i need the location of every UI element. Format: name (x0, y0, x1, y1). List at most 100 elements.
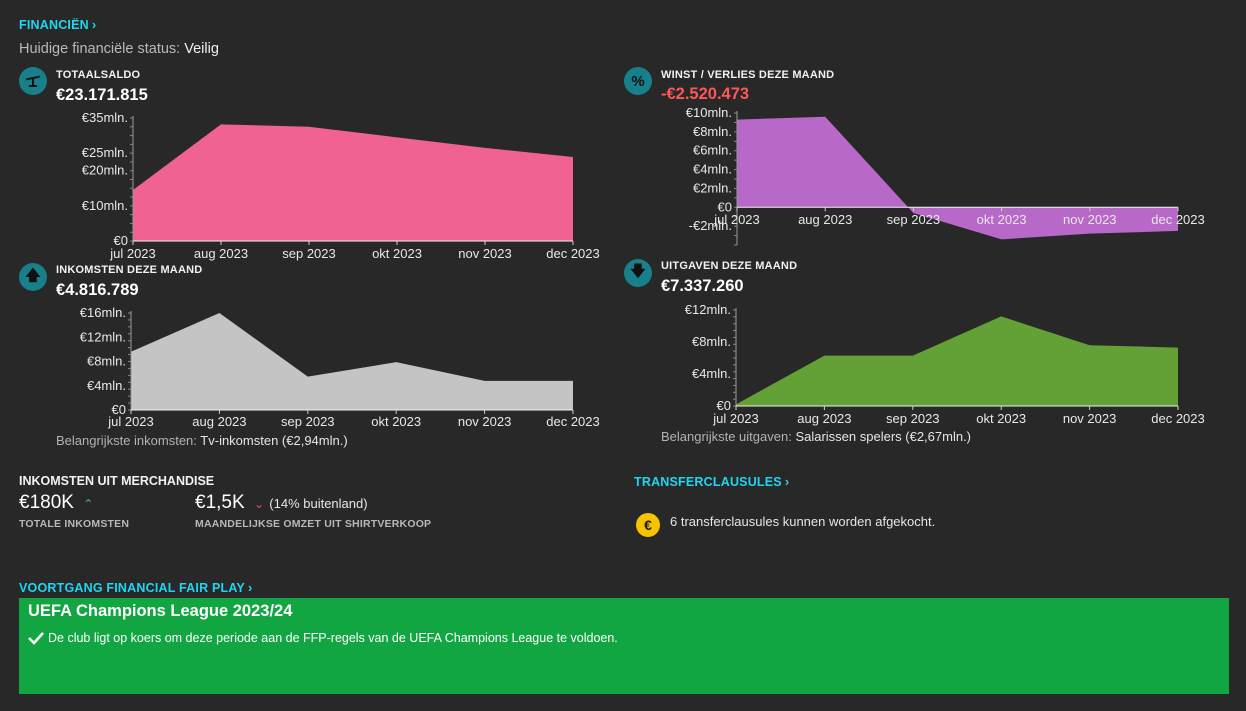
income-caption-value: Tv-inkomsten (€2,94mln.) (200, 433, 348, 448)
balance-x-tick-label: sep 2023 (282, 246, 336, 261)
expenses-y-tick-label: €8mln. (692, 334, 731, 349)
merch-monthly-number: €1,5K (195, 492, 245, 513)
income-x-tick-label: dec 2023 (546, 414, 600, 429)
profit-y-tick-label: €2mln. (693, 180, 732, 195)
profit-x-tick-label: okt 2023 (977, 212, 1027, 227)
profit-y-tick-label: €8mln. (693, 124, 732, 139)
income-x-tick-label: aug 2023 (192, 414, 246, 429)
expenses-y-tick-label: €12mln. (685, 302, 731, 317)
transfer-clauses-text: 6 transferclausules kunnen worden afgeko… (670, 514, 936, 529)
profit-title: WINST / VERLIES DEZE MAAND (661, 69, 835, 81)
income-y-tick-label: €16mln. (80, 305, 126, 320)
merch-total-number: €180K (19, 492, 74, 513)
merch-total-value: €180K ⌃ (19, 492, 93, 514)
expenses-area (736, 316, 1178, 406)
expenses-chart: €0 €4mln. €8mln. €12mln. jul 2023 aug 2023 sep… (685, 302, 1205, 426)
merch-total-label: TOTALE INKOMSTEN (19, 518, 130, 530)
profit-chart: -€2mln. €0 €2mln. €4mln. €6mln. €8mln. €10mln.… (686, 105, 1205, 246)
balance-x-tick-label: dec 2023 (546, 246, 600, 261)
expenses-value: €7.337.260 (661, 277, 744, 295)
income-y-tick-label: €12mln. (80, 329, 126, 344)
expenses-caption-label: Belangrijkste uitgaven: (661, 429, 792, 444)
chevron-right-icon: › (247, 580, 253, 595)
finances-link[interactable]: FINANCIËN › (19, 17, 96, 32)
transfer-clauses-title: TRANSFERCLAUSULES (634, 474, 782, 489)
income-chart: €0 €4mln. €8mln. €12mln. €16mln. jul 2023 aug … (80, 305, 600, 429)
profit-area (737, 116, 1178, 240)
profit-x-tick-label: jul 2023 (713, 212, 760, 227)
check-icon (28, 632, 44, 645)
finances-title: FINANCIËN (19, 17, 89, 32)
expenses-x-tick-label: okt 2023 (976, 411, 1026, 426)
balance-y-tick-label: €35mln. (82, 110, 128, 125)
trend-down-icon: ⌄ (253, 497, 264, 511)
merch-title: INKOMSTEN UIT MERCHANDISE (19, 474, 215, 488)
balance-y-tick-label: €10mln. (82, 198, 128, 213)
balance-title: TOTAALSALDO (56, 69, 141, 81)
profit-x-tick-label: dec 2023 (1151, 212, 1205, 227)
balance-value: €23.171.815 (56, 86, 148, 104)
ffp-title: VOORTGANG FINANCIAL FAIR PLAY (19, 580, 245, 595)
income-y-tick-label: €4mln. (87, 378, 126, 393)
expenses-y-tick-label: €4mln. (692, 366, 731, 381)
euro-coin-icon: € (636, 513, 660, 537)
expenses-caption: Belangrijkste uitgaven: Salarissen spele… (661, 429, 971, 444)
income-x-tick-label: nov 2023 (458, 414, 512, 429)
merch-monthly-value: €1,5K ⌄ (14% buitenland) (195, 492, 368, 514)
expenses-x-tick-label: jul 2023 (712, 411, 759, 426)
profit-y-tick-label: €6mln. (693, 143, 732, 158)
profit-y-tick-label: €0 (718, 199, 732, 214)
profit-value: -€2.520.473 (661, 85, 750, 103)
profit-x-tick-label: nov 2023 (1063, 212, 1117, 227)
merch-monthly-pct: (14% buitenland) (269, 496, 368, 511)
chevron-right-icon: › (784, 474, 790, 489)
income-caption: Belangrijkste inkomsten: Tv-inkomsten (€… (56, 433, 348, 448)
balance-y-tick-label: €25mln. (82, 145, 128, 160)
balance-x-tick-label: nov 2023 (458, 246, 512, 261)
balance-chart: €0 €10mln. €20mln. €25mln. €35mln. jul 2023 au… (82, 110, 600, 261)
profit-y-tick-label: -€2mln. (689, 218, 732, 233)
balance-x-tick-label: jul 2023 (109, 246, 156, 261)
expenses-x-tick-label: nov 2023 (1063, 411, 1117, 426)
income-x-tick-label: sep 2023 (281, 414, 335, 429)
income-caption-label: Belangrijkste inkomsten: (56, 433, 197, 448)
ffp-competition: UEFA Champions League 2023/24 (28, 602, 293, 620)
income-title: INKOMSTEN DEZE MAAND (56, 264, 203, 276)
income-value: €4.816.789 (56, 281, 139, 299)
profit-x-tick-label: sep 2023 (887, 212, 941, 227)
income-x-tick-label: okt 2023 (371, 414, 421, 429)
financial-status-label: Huidige financiële status: (19, 41, 181, 57)
ffp-link[interactable]: VOORTGANG FINANCIAL FAIR PLAY › (19, 580, 253, 595)
merch-monthly-label: MAANDELIJKSE OMZET UIT SHIRTVERKOOP (195, 518, 432, 530)
transfer-clauses-link[interactable]: TRANSFERCLAUSULES › (634, 474, 789, 489)
trend-up-icon: ⌃ (83, 497, 94, 511)
income-area (131, 313, 573, 410)
financial-status-value: Veilig (184, 41, 219, 57)
expenses-x-tick-label: sep 2023 (886, 411, 940, 426)
income-y-tick-label: €8mln. (87, 354, 126, 369)
chevron-right-icon: › (91, 17, 97, 32)
financial-status: Huidige financiële status: Veilig (19, 41, 219, 57)
expenses-x-tick-label: dec 2023 (1151, 411, 1205, 426)
balance-y-tick-label: €0 (114, 233, 128, 248)
profit-y-tick-label: €4mln. (693, 162, 732, 177)
percent-icon: % (624, 67, 652, 95)
balance-x-tick-label: okt 2023 (372, 246, 422, 261)
ffp-status-text: De club ligt op koers om deze periode aa… (48, 631, 618, 645)
expenses-title: UITGAVEN DEZE MAAND (661, 260, 798, 272)
arrow-up-icon: 🡅 (19, 263, 47, 291)
expenses-y-tick-label: €0 (717, 398, 731, 413)
expenses-caption-value: Salarissen spelers (€2,67mln.) (795, 429, 972, 444)
profit-y-tick-label: €10mln. (686, 105, 732, 120)
balance-x-tick-label: aug 2023 (194, 246, 248, 261)
income-y-tick-label: €0 (112, 402, 126, 417)
profit-x-tick-label: aug 2023 (798, 212, 852, 227)
arrow-down-icon: 🡇 (624, 259, 652, 287)
income-x-tick-label: jul 2023 (107, 414, 154, 429)
scale-icon (19, 67, 47, 95)
ffp-panel: UEFA Champions League 2023/24 De club li… (19, 598, 1229, 694)
expenses-x-tick-label: aug 2023 (797, 411, 851, 426)
balance-y-tick-label: €20mln. (82, 163, 128, 178)
balance-area (133, 124, 573, 241)
ffp-status: De club ligt op koers om deze periode aa… (28, 631, 618, 645)
